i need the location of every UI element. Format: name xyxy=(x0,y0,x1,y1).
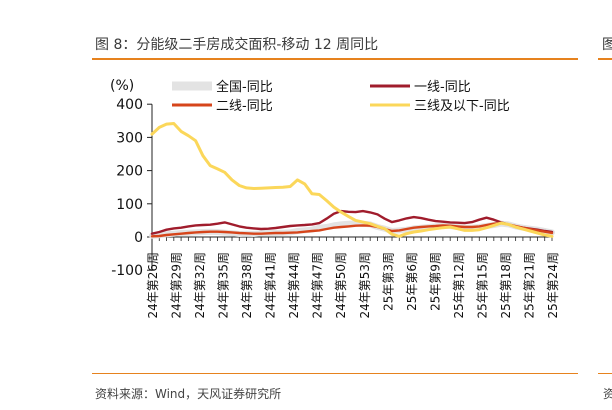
legend-label-national: 全国-同比 xyxy=(216,79,273,95)
x-tick-label: 25年第24周 xyxy=(546,252,560,319)
x-tick-label: 24年第32周 xyxy=(193,252,207,319)
x-tick-label: 24年第53周 xyxy=(358,252,372,319)
x-tick-label: 24年第41周 xyxy=(264,252,278,319)
y-axis-unit-label: (%) xyxy=(110,78,134,94)
y-axis: -100 0 100 200 300 400 xyxy=(111,97,152,279)
y-tick-label: 100 xyxy=(116,197,143,213)
x-tick-label: 25年第3周 xyxy=(381,252,395,311)
y-tick-label: 300 xyxy=(116,130,143,146)
x-tick-label: 25年第6周 xyxy=(405,252,419,311)
adjacent-source-rule xyxy=(598,373,612,374)
x-tick-label: 24年第47周 xyxy=(311,252,325,319)
x-tick-label: 24年第35周 xyxy=(217,252,231,319)
x-tick-label: 24年第26周 xyxy=(146,252,160,319)
adjacent-source-fragment: 资 xyxy=(603,385,612,402)
source-note: 资料来源：Wind，天风证券研究所 xyxy=(95,385,281,402)
x-tick-label: 25年第21周 xyxy=(522,252,536,319)
y-tick-label: 0 xyxy=(134,230,143,246)
x-tick-label: 24年第50周 xyxy=(334,252,348,319)
legend-label-tier2: 二线-同比 xyxy=(216,99,273,114)
x-axis: 24年第26周 24年第29周 24年第32周 24年第35周 24年第38周 24年第4… xyxy=(146,237,560,319)
y-tick-label: 200 xyxy=(116,164,143,180)
x-tick-label: 24年第44周 xyxy=(287,252,301,319)
x-tick-label: 24年第29周 xyxy=(170,252,184,319)
y-tick-label: -100 xyxy=(111,263,143,279)
x-tick-label: 25年第15周 xyxy=(475,252,489,319)
legend-label-tier3: 三线及以下-同比 xyxy=(414,99,510,114)
source-rule xyxy=(92,373,578,374)
x-tick-label: 24年第38周 xyxy=(240,252,254,319)
x-tick-label: 25年第12周 xyxy=(452,252,466,319)
x-tick-label: 25年第18周 xyxy=(499,252,513,319)
x-tick-label: 25年第9周 xyxy=(428,252,442,311)
series-lines xyxy=(152,124,552,237)
y-tick-label: 400 xyxy=(116,97,143,113)
legend-label-tier1: 一线-同比 xyxy=(414,80,471,95)
